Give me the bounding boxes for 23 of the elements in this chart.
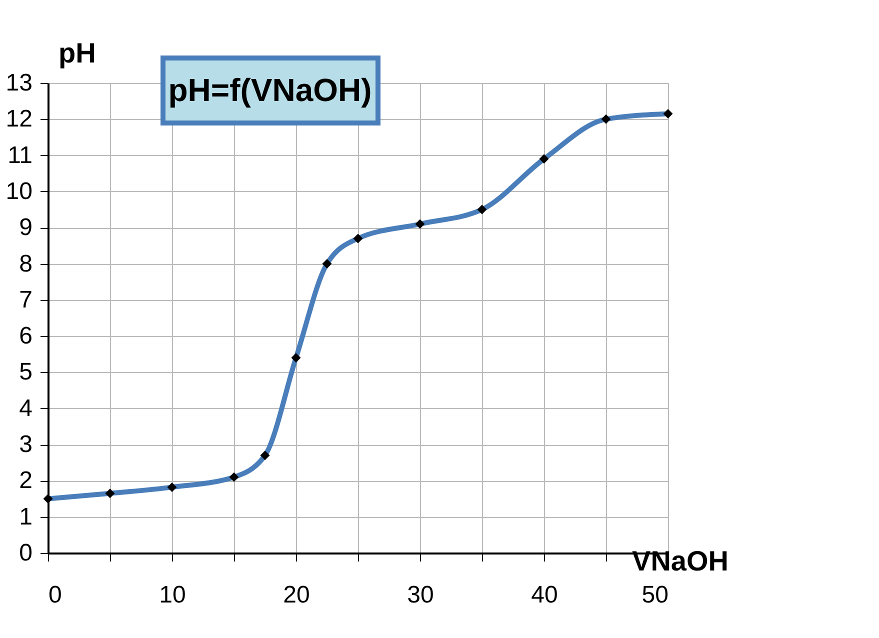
y-tick-label: 3 bbox=[19, 431, 32, 458]
y-tick-label: 8 bbox=[19, 250, 32, 278]
x-tick-label: 0 bbox=[48, 582, 62, 608]
y-tick-label: 12 bbox=[6, 106, 32, 133]
y-tick-label: 4 bbox=[19, 394, 32, 422]
y-tick-label: 11 bbox=[8, 142, 32, 169]
y-tick-label: 7 bbox=[19, 286, 32, 314]
x-axis-title: VNaOH bbox=[632, 546, 728, 576]
y-tick-label: 5 bbox=[19, 358, 32, 386]
y-tick-label: 1 bbox=[19, 503, 32, 530]
y-tick-label: 2 bbox=[19, 467, 32, 494]
x-tick-label: 50 bbox=[642, 582, 668, 608]
x-tick-label: 40 bbox=[531, 582, 558, 608]
y-tick-label: 0 bbox=[19, 540, 32, 566]
y-axis-title: pH bbox=[58, 38, 96, 68]
x-tick-label: 30 bbox=[407, 582, 434, 608]
y-tick-label: 9 bbox=[19, 214, 32, 242]
y-tick-label: 13 bbox=[6, 70, 32, 96]
chart-title: pH=f(VNaOH) bbox=[168, 72, 372, 108]
x-tick-label: 10 bbox=[159, 582, 186, 608]
y-tick-label: 6 bbox=[19, 322, 32, 350]
x-tick-label: 20 bbox=[283, 582, 310, 608]
y-tick-label: 10 bbox=[6, 178, 32, 205]
